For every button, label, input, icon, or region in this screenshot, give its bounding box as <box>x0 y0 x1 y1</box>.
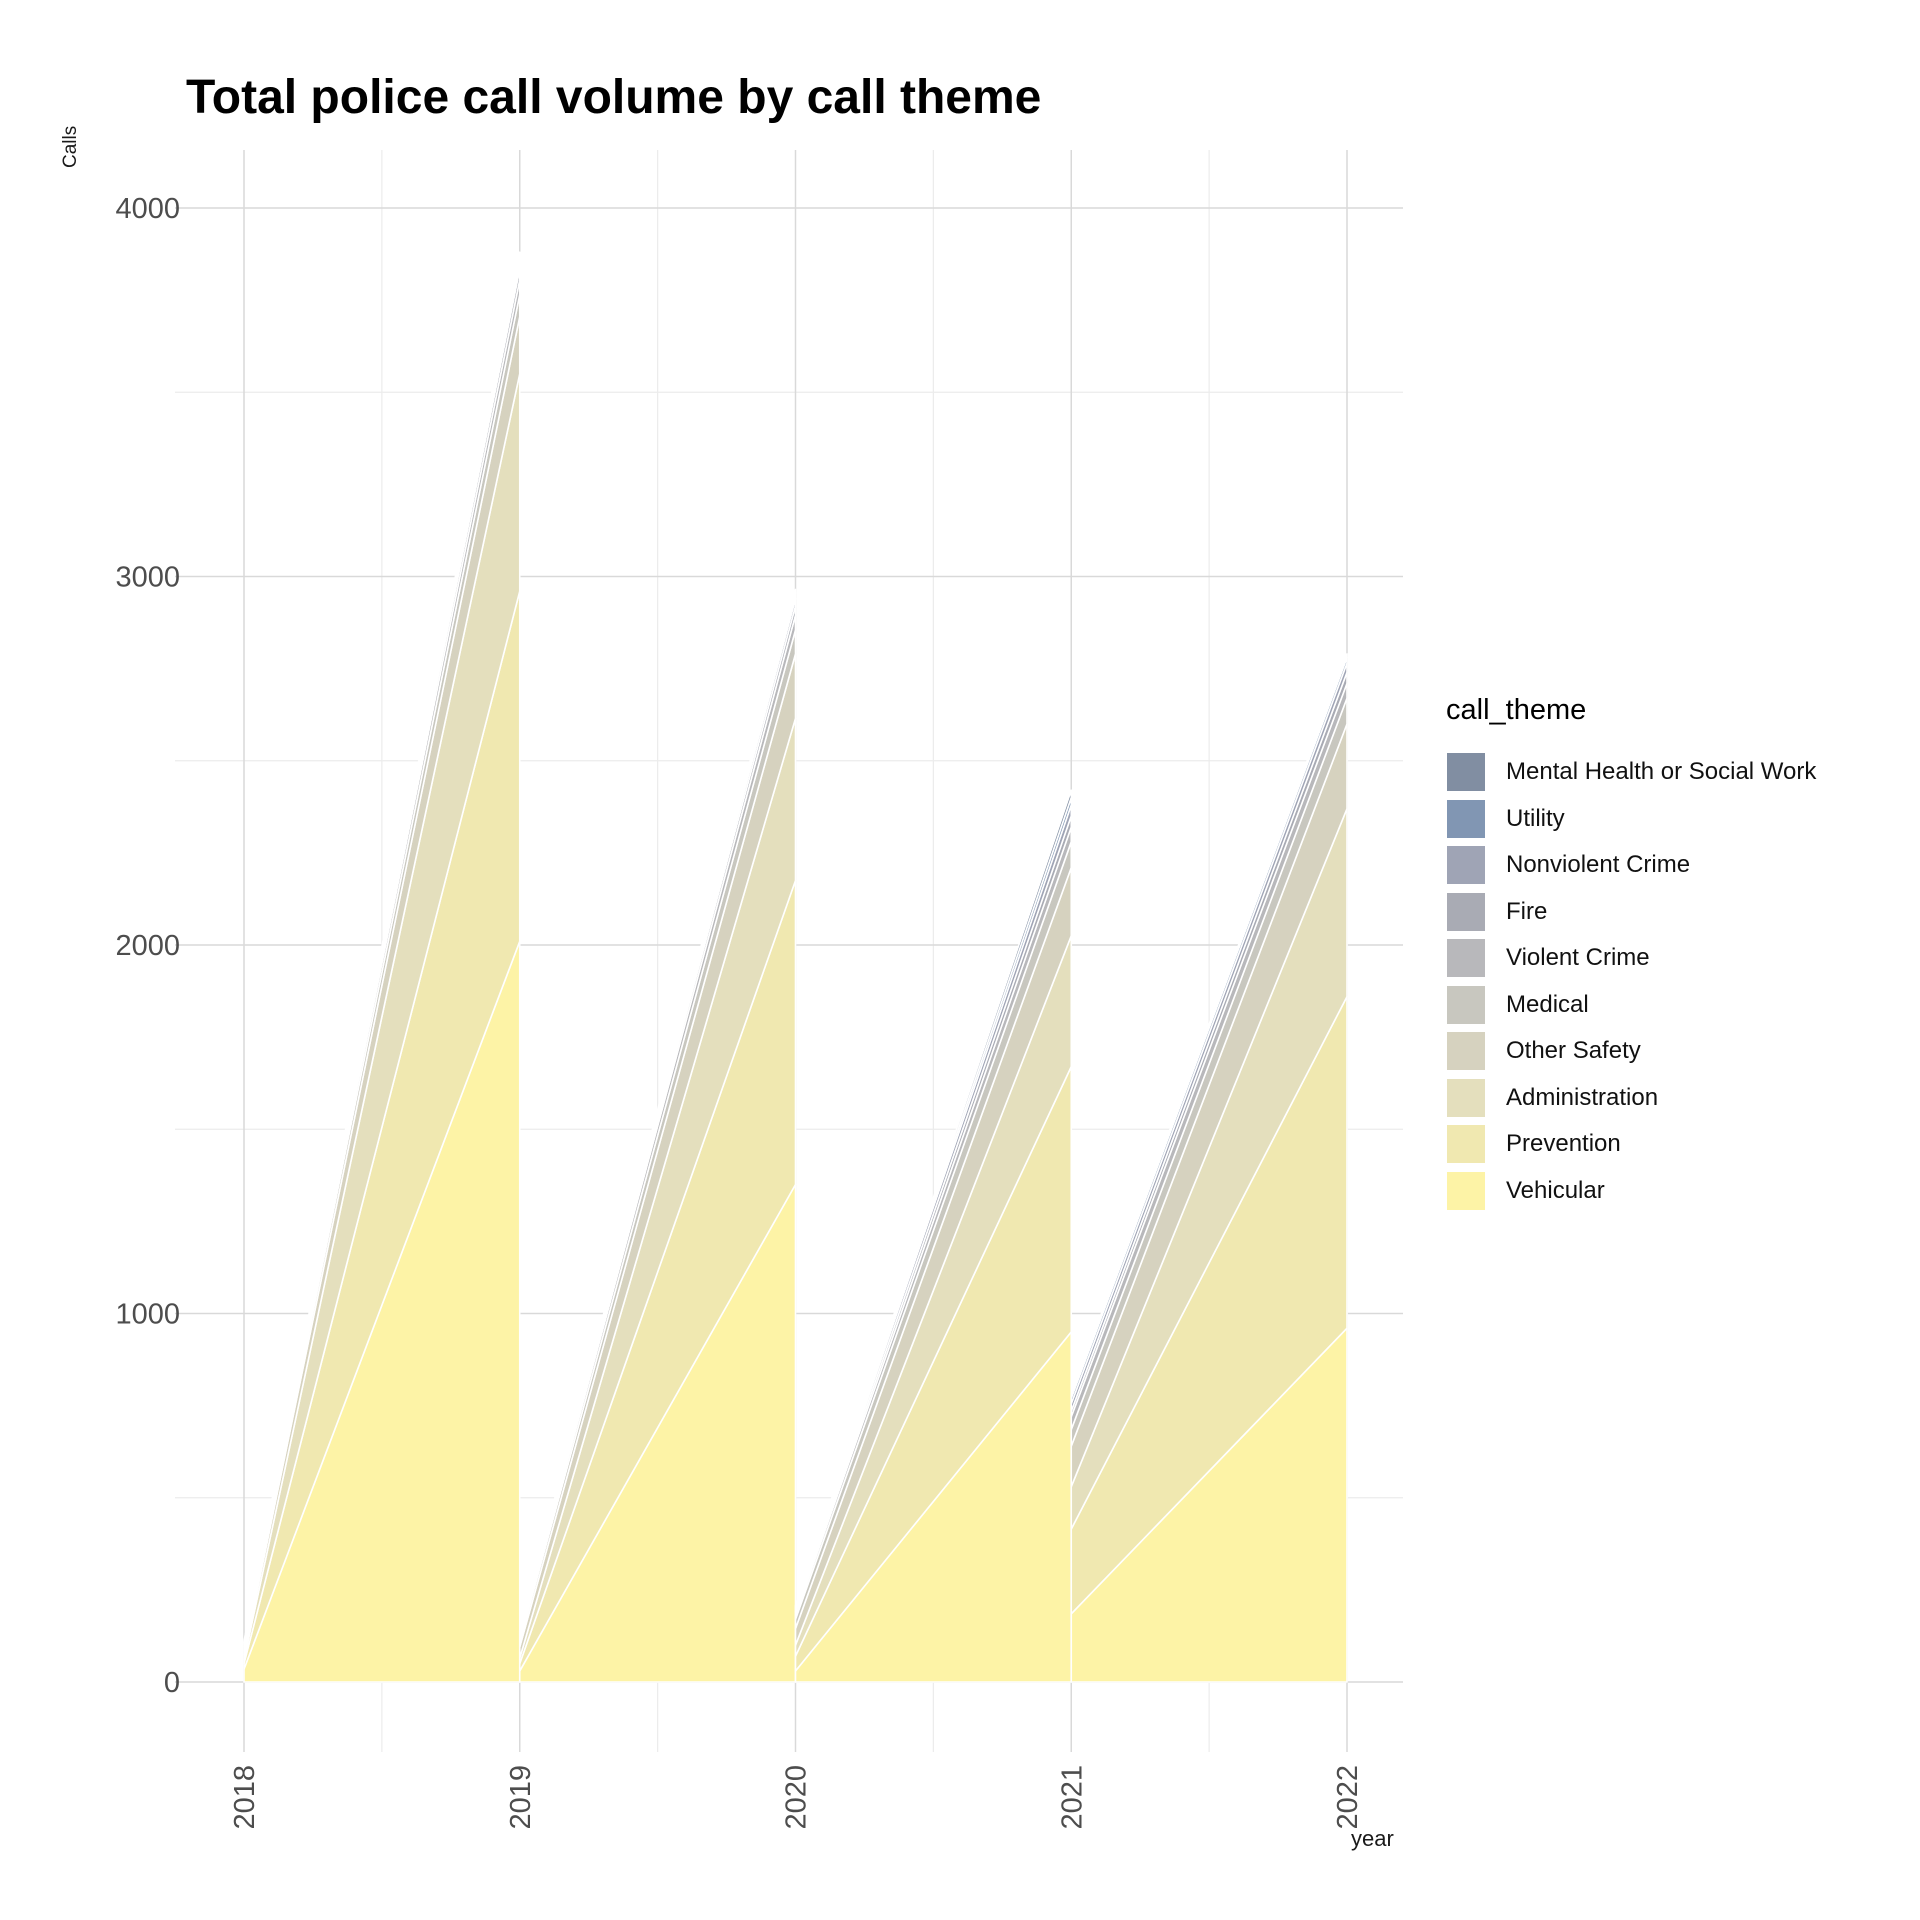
legend: call_theme Mental Health or Social Work U… <box>1446 694 1816 1214</box>
legend-label: Mental Health or Social Work <box>1506 758 1817 786</box>
chart-title: Total police call volume by call theme <box>186 71 1042 124</box>
legend-label: Fire <box>1506 897 1548 925</box>
area-mental-health-or-social-work <box>243 251 521 1643</box>
legend-label: Utility <box>1506 804 1565 832</box>
legend-item-medical: Medical <box>1446 982 1816 1029</box>
legend-label: Prevention <box>1506 1130 1621 1158</box>
legend-swatch <box>1446 984 1486 1025</box>
legend-items: Mental Health or Social Work Utility Nonvi… <box>1446 749 1816 1214</box>
legend-swatch <box>1446 938 1486 979</box>
legend-item-other-safety: Other Safety <box>1446 1028 1816 1075</box>
legend-swatch <box>1446 845 1486 886</box>
y-tick-label: 1000 <box>115 1299 180 1331</box>
y-tick-label: 3000 <box>115 562 180 594</box>
legend-item-nonviolent-crime: Nonviolent Crime <box>1446 842 1816 889</box>
legend-title: call_theme <box>1446 694 1587 726</box>
legend-item-fire: Fire <box>1446 889 1816 936</box>
area-mental-health-or-social-work <box>518 588 797 1633</box>
area-mental-health-or-social-work <box>794 789 1073 1608</box>
legend-item-violent-crime: Violent Crime <box>1446 935 1816 982</box>
legend-swatch <box>1446 798 1486 839</box>
legend-label: Administration <box>1506 1083 1659 1111</box>
legend-swatch <box>1446 891 1486 932</box>
x-tick-label: 2018 <box>229 1765 261 1830</box>
legend-item-administration: Administration <box>1446 1075 1816 1122</box>
legend-swatch <box>1446 752 1486 793</box>
legend-swatch <box>1446 1170 1486 1211</box>
legend-swatch <box>1446 1077 1486 1118</box>
legend-swatch <box>1446 1124 1486 1165</box>
legend-item-prevention: Prevention <box>1446 1121 1816 1168</box>
y-tick-label: 4000 <box>115 193 180 225</box>
legend-label: Medical <box>1506 990 1589 1018</box>
legend-item-utility: Utility <box>1446 796 1816 843</box>
legend-item-mental-health-or-social-work: Mental Health or Social Work <box>1446 749 1816 796</box>
area-mental-health-or-social-work <box>1070 653 1348 1400</box>
y-tick-label: 2000 <box>115 930 180 962</box>
x-tick-label: 2021 <box>1056 1765 1088 1830</box>
x-axis-label: year <box>1351 1826 1394 1851</box>
x-tick-label: 2022 <box>1332 1765 1364 1830</box>
legend-label: Other Safety <box>1506 1037 1641 1065</box>
legend-swatch <box>1446 1031 1486 1072</box>
x-tick-label: 2020 <box>781 1765 813 1830</box>
legend-item-vehicular: Vehicular <box>1446 1168 1816 1215</box>
legend-label: Vehicular <box>1506 1176 1605 1204</box>
x-tick-label: 2019 <box>505 1765 537 1830</box>
y-tick-label: 0 <box>164 1667 180 1699</box>
legend-label: Violent Crime <box>1506 944 1650 972</box>
legend-label: Nonviolent Crime <box>1506 851 1691 879</box>
